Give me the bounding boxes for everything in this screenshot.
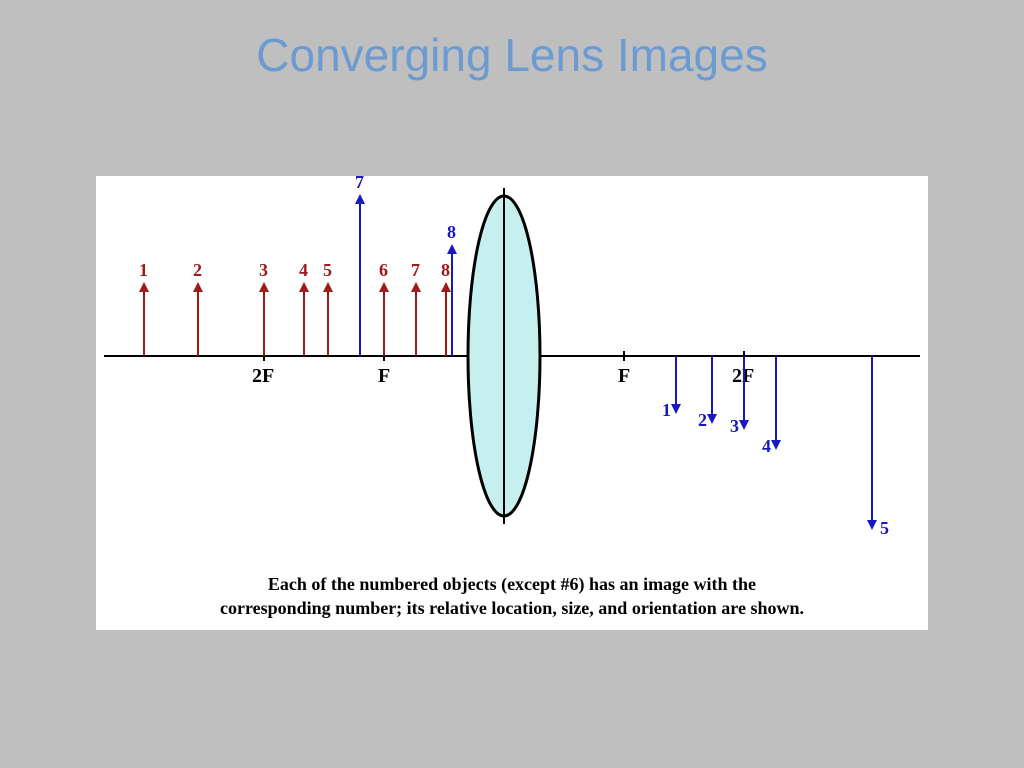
object-3-label: 3	[259, 260, 268, 280]
object-4-head-icon	[299, 282, 309, 292]
object-5-label: 5	[323, 260, 332, 280]
image-1-head-icon	[671, 404, 681, 414]
image-4-head-icon	[771, 440, 781, 450]
object-2-head-icon	[193, 282, 203, 292]
object-7-label: 7	[411, 260, 420, 280]
object-5-head-icon	[323, 282, 333, 292]
image-2-head-icon	[707, 414, 717, 424]
image-5-head-icon	[867, 520, 877, 530]
caption-line1: Each of the numbered objects (except #6)…	[268, 574, 756, 595]
image-3-head-icon	[739, 420, 749, 430]
image-1-label: 1	[662, 400, 671, 420]
object-1-head-icon	[139, 282, 149, 292]
diagram-svg: 2FFF2F123456781234578Each of the numbere…	[96, 176, 928, 630]
object-1-label: 1	[139, 260, 148, 280]
object-8-label: 8	[441, 260, 450, 280]
lens-diagram: 2FFF2F123456781234578Each of the numbere…	[96, 176, 928, 630]
object-4-label: 4	[299, 260, 308, 280]
axis-label: F	[378, 365, 390, 387]
object-6-label: 6	[379, 260, 388, 280]
object-3-head-icon	[259, 282, 269, 292]
axis-label: F	[618, 365, 630, 387]
slide-title: Converging Lens Images	[0, 0, 1024, 82]
image-3-label: 3	[730, 416, 739, 436]
object-2-label: 2	[193, 260, 202, 280]
image-7-label: 7	[355, 176, 364, 192]
object-7-head-icon	[411, 282, 421, 292]
axis-label: 2F	[252, 365, 274, 387]
image-7-head-icon	[355, 194, 365, 204]
object-6-head-icon	[379, 282, 389, 292]
object-8-head-icon	[441, 282, 451, 292]
image-8-head-icon	[447, 244, 457, 254]
image-4-label: 4	[762, 436, 771, 456]
caption-line2: corresponding number; its relative locat…	[220, 598, 804, 618]
slide: Converging Lens Images 2FFF2F12345678123…	[0, 0, 1024, 768]
image-2-label: 2	[698, 410, 707, 430]
image-5-label: 5	[880, 518, 889, 538]
image-8-label: 8	[447, 222, 456, 242]
